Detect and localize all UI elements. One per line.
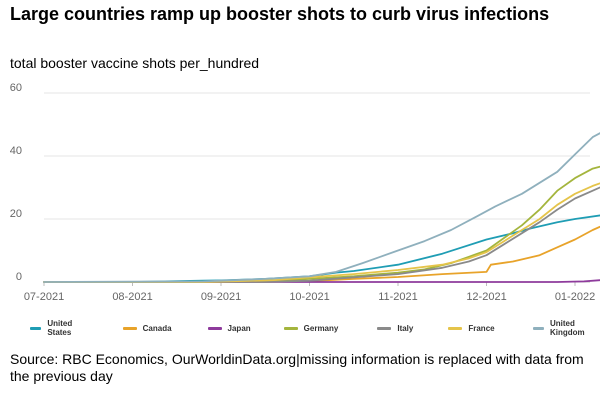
series-line-united-kingdom [43,132,600,283]
legend-item-canada[interactable]: Canada [122,323,172,333]
series-line-france [43,182,600,283]
legend-item-germany[interactable]: Germany [283,323,339,333]
y-tick-label: 40 [10,145,22,157]
y-tick-label: 0 [16,271,22,283]
legend-label: Canada [142,323,172,333]
series-line-japan [43,279,600,283]
legend-item-united-kingdom[interactable]: United Kingdom [532,319,600,337]
legend-item-japan[interactable]: Japan [207,323,251,333]
x-tick-label: 09-2021 [201,291,241,303]
chart-legend: United States Canada Japan Germany Italy Fran… [30,319,600,337]
legend-label: United Kingdom [549,319,585,337]
series-line-canada [43,225,600,283]
legend-item-italy[interactable]: Italy [377,324,413,333]
legend-label: United States [47,319,73,337]
x-tick-label: 11-2021 [378,291,418,303]
grid-lines [44,92,590,283]
legend-label: France [468,323,495,333]
legend-label: Japan [227,323,251,333]
legend-swatch [283,326,298,330]
series-line-united-states [43,214,600,283]
series-line-germany [43,165,600,283]
y-tick-label: 20 [10,208,22,220]
legend-swatch [30,326,42,330]
x-tick-label: 07-2021 [24,291,64,303]
legend-swatch [207,326,222,330]
chart-subtitle: total booster vaccine shots per_hundred [10,55,260,71]
series-lines [43,132,600,283]
chart-title: Large countries ramp up booster shots to… [10,4,550,24]
legend-item-united-states[interactable]: United States [30,319,89,337]
x-tick-label: 01-2022 [555,291,595,303]
series-line-italy [43,186,600,283]
legend-swatch [448,326,463,330]
legend-swatch [377,326,392,330]
source-note: Source: RBC Economics, OurWorldinData.or… [10,351,584,384]
legend-label: Germany [303,323,339,333]
x-tick-label: 10-2021 [289,291,329,303]
y-axis-ticks: 0 20 40 60 [10,82,22,283]
legend-swatch [122,326,137,330]
legend-label: Italy [397,323,414,333]
x-tick-label: 08-2021 [112,291,152,303]
legend-item-france[interactable]: France [448,323,495,333]
legend-swatch [532,326,544,330]
x-tick-label: 12-2021 [466,291,506,303]
x-axis-ticks: 07-2021 08-2021 09-2021 10-2021 11-2021 12-20… [24,282,595,303]
y-tick-label: 60 [10,82,22,94]
